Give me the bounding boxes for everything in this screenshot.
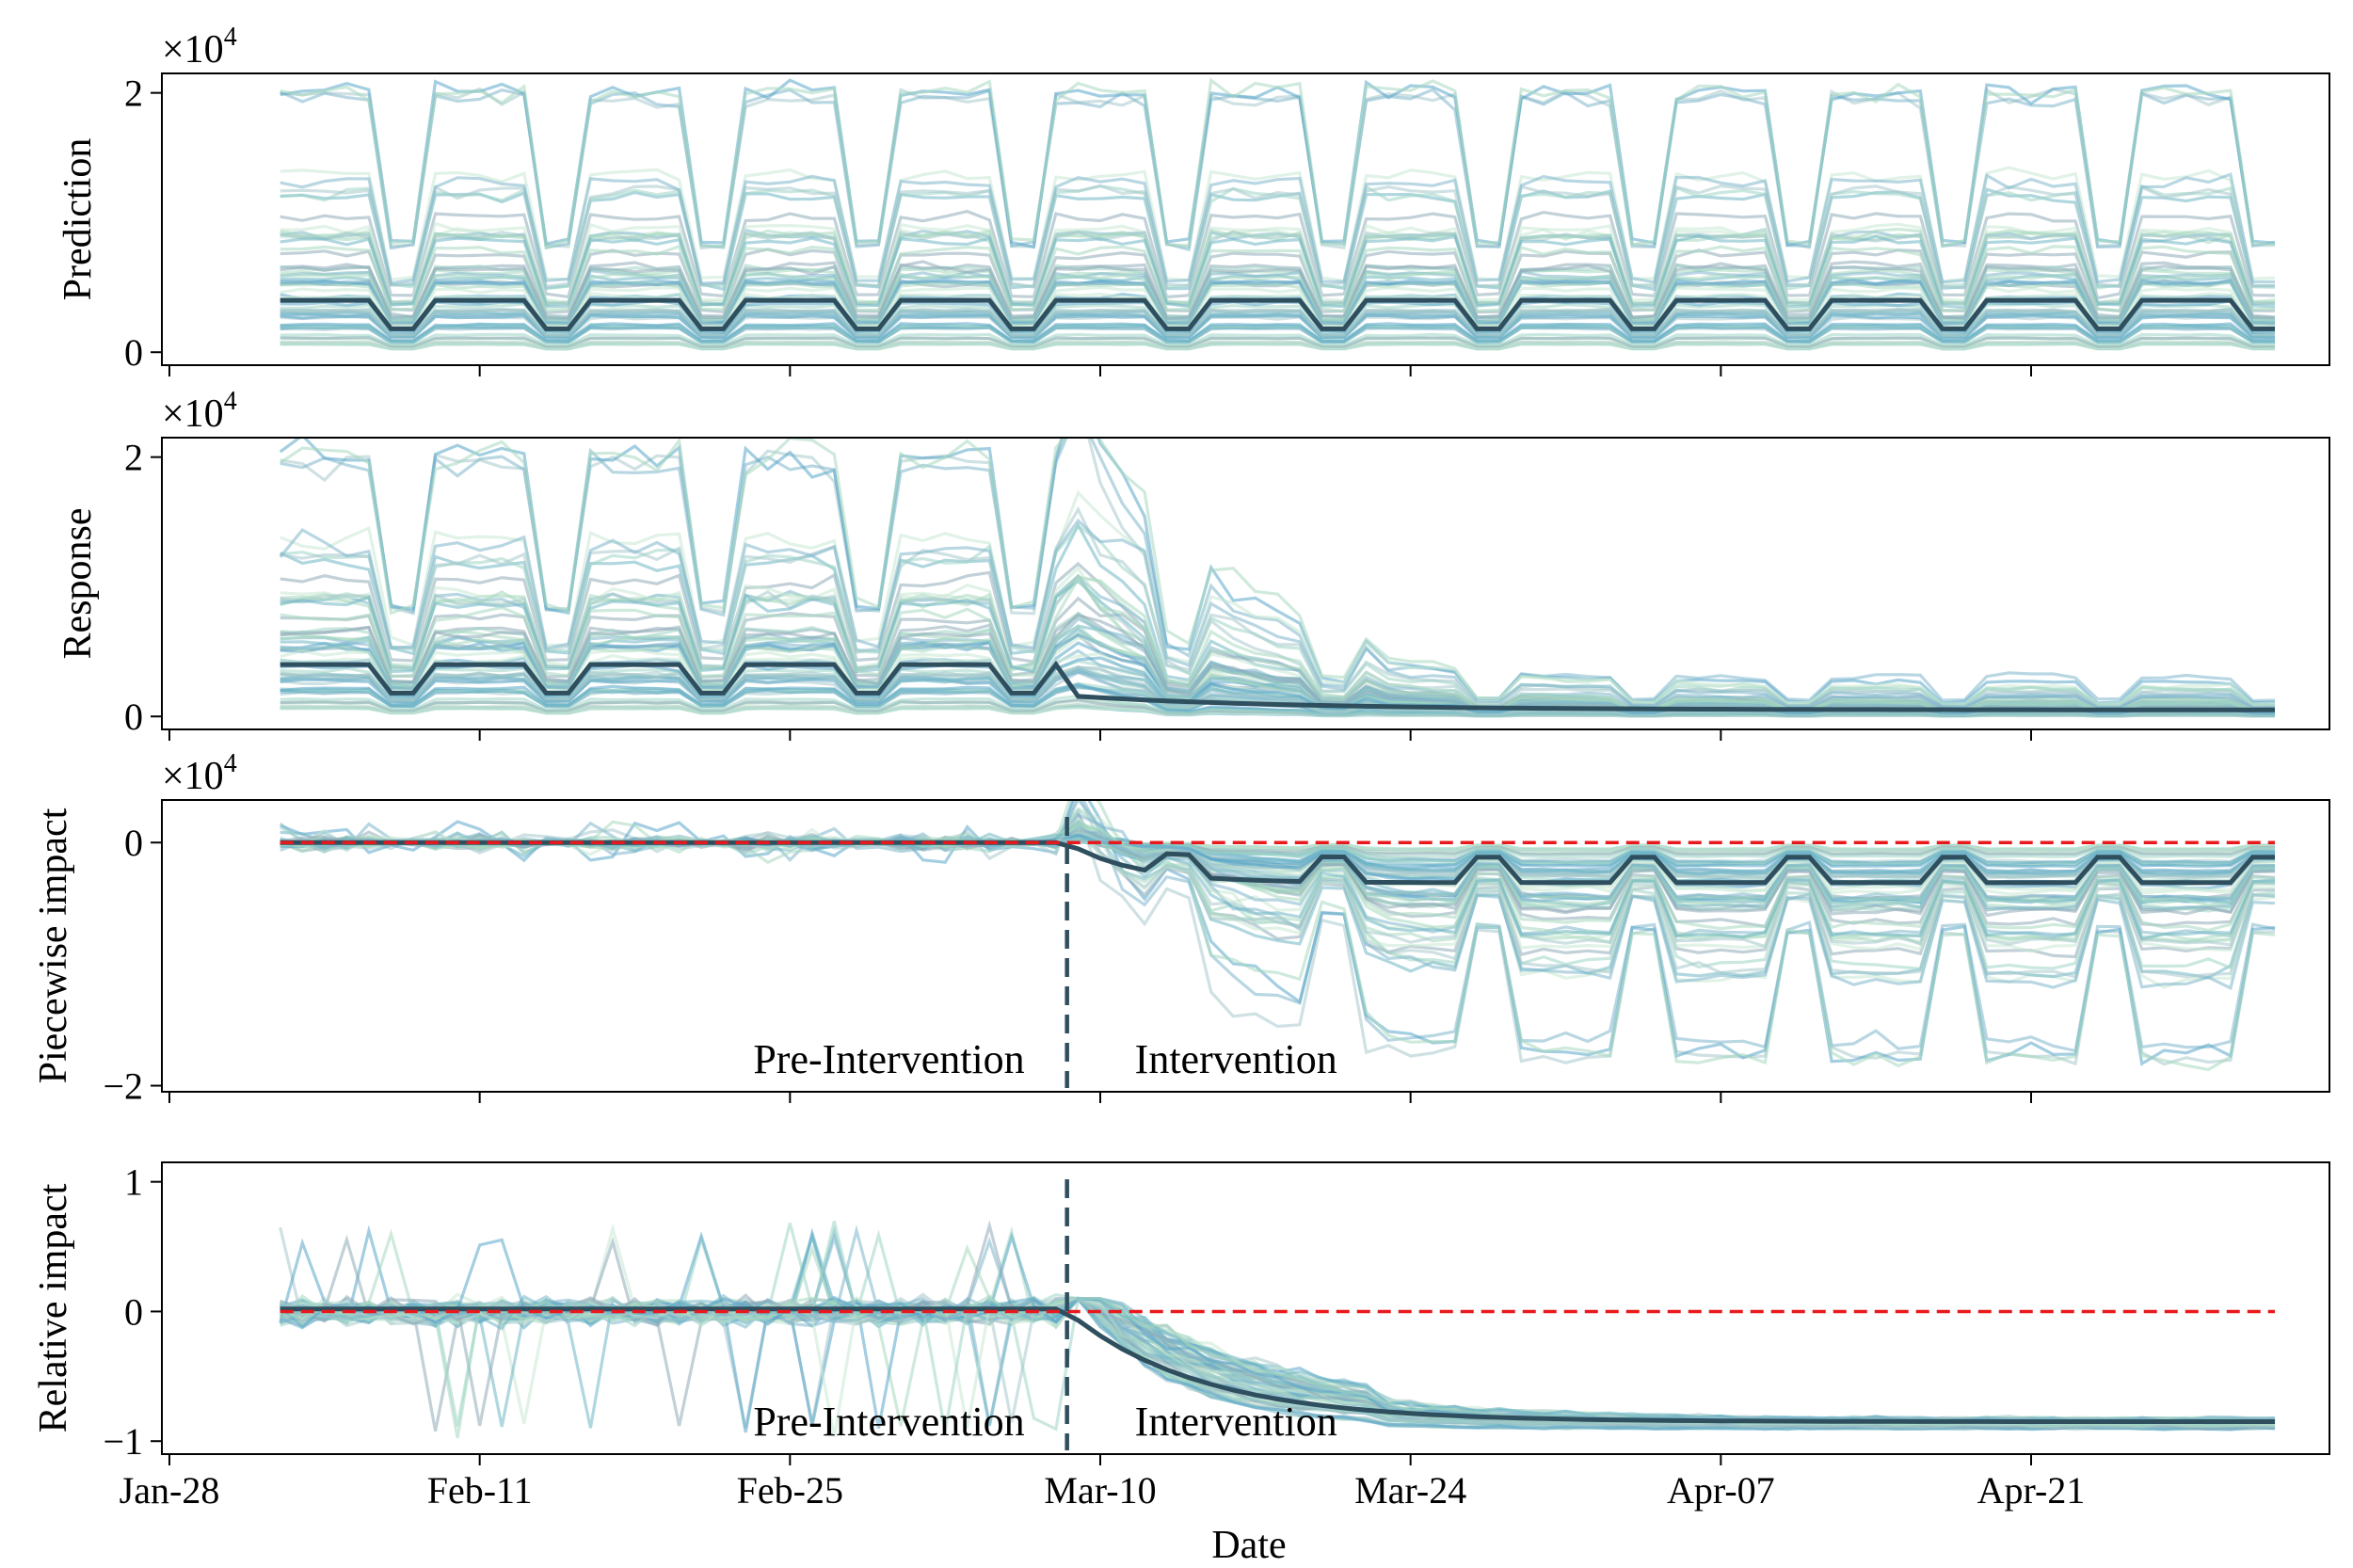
y-tick-label: −2 [103, 1065, 143, 1108]
annotation-intervention: Intervention [1135, 1399, 1337, 1445]
series-line [280, 832, 2276, 940]
series-group-relative_impact [279, 1220, 2276, 1439]
axis-multiplier: ×104 [162, 749, 237, 798]
axis-multiplier-exponent: 4 [224, 387, 237, 416]
axis-multiplier: ×104 [162, 23, 237, 72]
axis-multiplier-base: ×10 [162, 392, 224, 436]
axis-multiplier-base: ×10 [162, 28, 224, 72]
axes-frame [161, 437, 2330, 730]
series-line [280, 77, 2276, 250]
mean-line [280, 1306, 2275, 1424]
y-tick-label: 0 [124, 331, 143, 374]
series-line [280, 322, 2276, 343]
x-tick-label: Feb-25 [737, 1469, 843, 1512]
series-group-prediction [280, 77, 2276, 351]
panel-prediction: 0 2 Prediction ×104 [56, 23, 2330, 376]
y-tick-label: 1 [124, 1161, 143, 1204]
y-axis-label: Prediction [56, 138, 100, 301]
annotation-pre-intervention: Pre-Intervention [753, 1399, 1024, 1445]
x-tick-label: Feb-11 [427, 1469, 533, 1512]
y-axis-label: Relative impact [32, 1183, 75, 1432]
series-line [280, 172, 2275, 285]
panel-response: 0 2 Response ×104 [56, 387, 2330, 741]
series-line [280, 271, 2276, 325]
mean-line [280, 297, 2275, 331]
axis-multiplier-exponent: 4 [224, 23, 237, 52]
panel-piecewise_impact: Pre-Intervention Intervention 0 −2 Piecewise… [32, 749, 2330, 1108]
series-line [280, 332, 2276, 347]
axis-multiplier: ×104 [162, 387, 237, 436]
y-tick-label: 2 [124, 437, 143, 479]
series-line [280, 342, 2275, 351]
axis-multiplier-base: ×10 [162, 755, 224, 798]
series-line [280, 263, 2276, 320]
annotation-pre-intervention: Pre-Intervention [753, 1036, 1024, 1082]
x-tick-label: Jan-28 [120, 1469, 220, 1512]
y-tick-label: 2 [124, 72, 143, 115]
series-line [280, 307, 2276, 338]
x-tick-label: Mar-24 [1354, 1469, 1466, 1512]
series-line [280, 244, 2276, 313]
y-tick-label: −1 [103, 1420, 143, 1463]
series-line [280, 1294, 2276, 1429]
x-tick-label: Apr-07 [1667, 1469, 1775, 1512]
series-line [280, 800, 2276, 991]
axis-multiplier-exponent: 4 [224, 749, 237, 778]
y-tick-label: 0 [124, 696, 143, 738]
mean-line [280, 660, 2275, 712]
series-group-piecewise_impact [279, 800, 2276, 1072]
y-tick-label: 0 [124, 1290, 143, 1333]
annotation-intervention: Intervention [1135, 1036, 1337, 1082]
x-tick-label: Apr-21 [1977, 1469, 2086, 1512]
y-tick-label: 0 [124, 822, 143, 864]
series-line [280, 438, 2276, 703]
panel-relative_impact: Pre-Intervention Intervention 1 0 −1 Jan-28 Fe… [32, 1161, 2330, 1512]
series-line [280, 800, 2276, 1072]
series-group-response [279, 438, 2276, 718]
series-line [280, 234, 2276, 310]
series-line [280, 184, 2276, 290]
series-line [280, 656, 2276, 715]
series-line [280, 279, 2276, 327]
y-axis-label: Piecewise impact [32, 808, 75, 1083]
x-tick-label: Mar-10 [1044, 1469, 1156, 1512]
axes-frame [161, 799, 2330, 1093]
x-axis-label: Date [1211, 1524, 1286, 1567]
axes-frame [161, 72, 2330, 366]
series-line [280, 800, 2276, 1066]
axes-frame [161, 1161, 2330, 1455]
y-axis-label: Response [56, 508, 100, 660]
